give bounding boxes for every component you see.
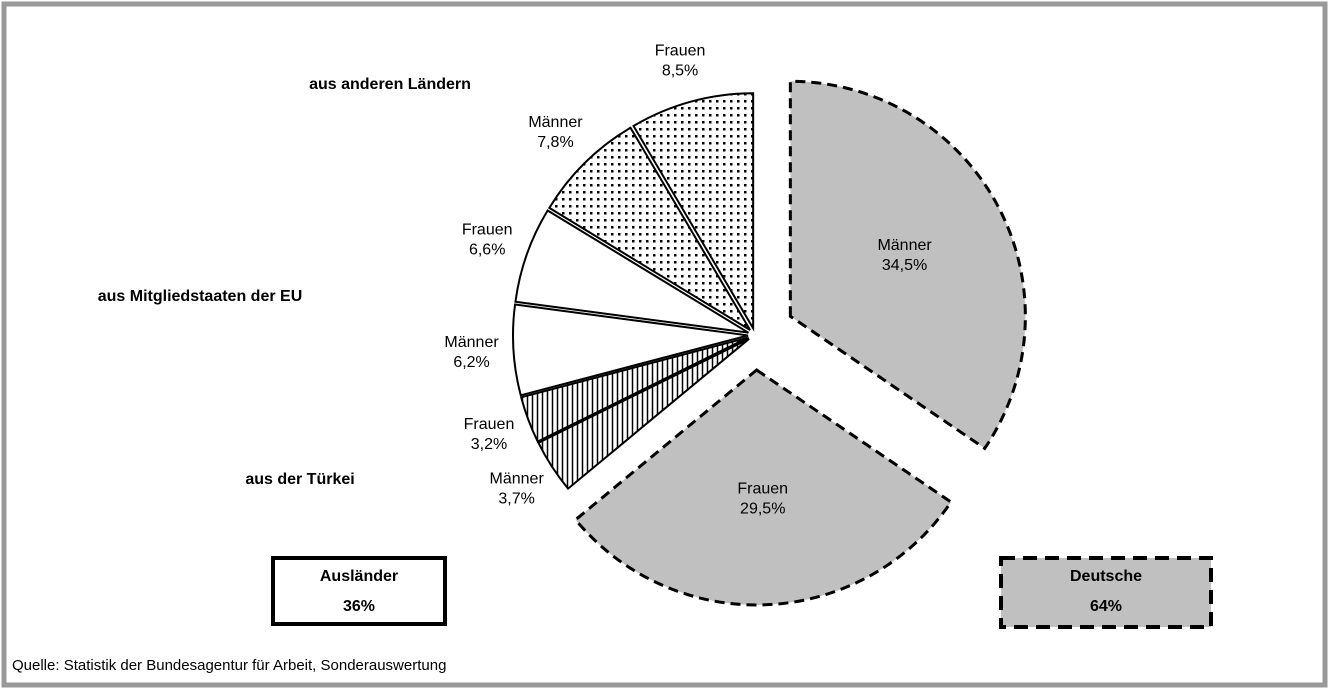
slice-label: Männer bbox=[877, 237, 932, 254]
pie bbox=[512, 79, 1027, 607]
group-box bbox=[999, 556, 1213, 629]
slice bbox=[573, 368, 954, 607]
group-name: Deutsche bbox=[1070, 568, 1142, 585]
slice-value: 8,5% bbox=[662, 62, 698, 79]
slice-value: 7,8% bbox=[537, 134, 573, 151]
slice-value: 3,7% bbox=[498, 491, 534, 508]
slice bbox=[537, 337, 750, 491]
slice-value: 34,5% bbox=[882, 257, 927, 274]
slice bbox=[514, 209, 749, 334]
group-label: aus anderen Ländern bbox=[309, 76, 471, 93]
slice-label: Männer bbox=[528, 114, 583, 131]
slice bbox=[512, 303, 749, 397]
group-label: aus Mitgliedstaaten der EU bbox=[98, 288, 303, 305]
group-name: Ausländer bbox=[320, 568, 398, 585]
slice-value: 6,2% bbox=[453, 354, 489, 371]
slice-value: 29,5% bbox=[740, 500, 785, 517]
slice bbox=[547, 126, 751, 331]
group-label: aus der Türkei bbox=[245, 471, 354, 488]
slice-label: Frauen bbox=[462, 222, 513, 239]
slice-value: 3,2% bbox=[471, 436, 507, 453]
slice bbox=[788, 79, 1027, 451]
slice-label: Frauen bbox=[737, 480, 788, 497]
slice-label: Frauen bbox=[464, 416, 515, 433]
group-box bbox=[271, 556, 447, 626]
slice-value: 6,6% bbox=[469, 242, 505, 259]
slice bbox=[519, 336, 749, 443]
slice-label: Männer bbox=[444, 334, 499, 351]
source: Quelle: Statistik der Bundesagentur für … bbox=[12, 657, 446, 674]
slice-label: Männer bbox=[490, 471, 545, 488]
slice bbox=[632, 92, 755, 332]
group-value: 64% bbox=[1090, 598, 1122, 615]
group-value: 36% bbox=[343, 598, 375, 615]
slice-label: Frauen bbox=[655, 42, 706, 59]
